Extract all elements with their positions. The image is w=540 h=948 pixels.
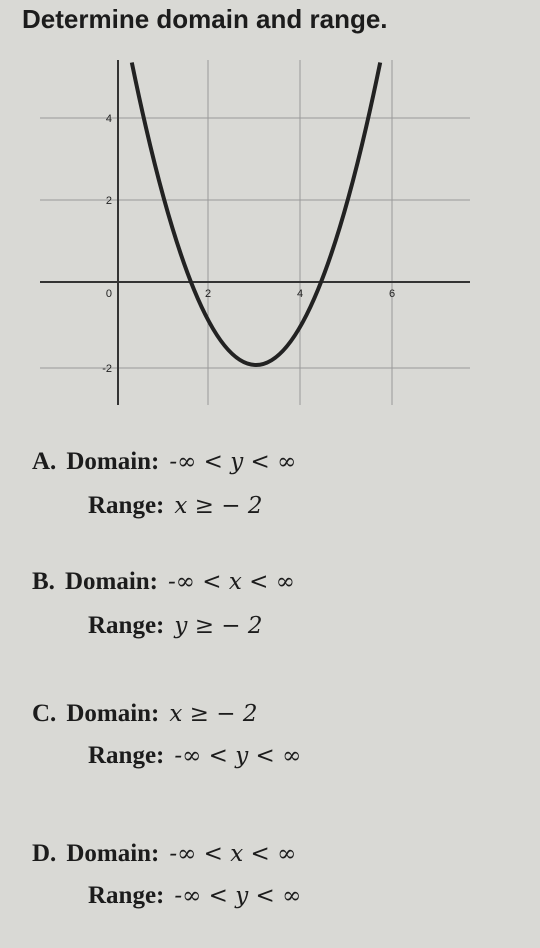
domain-line: B. Domain: -∞ < x < ∞ (32, 568, 305, 596)
option-letter: B. (32, 568, 55, 595)
domain-label: Domain: (64, 568, 158, 595)
range-label: Range: (88, 612, 165, 639)
range-line: Range: y ≥ − 2 (88, 612, 273, 640)
x-label: 4 (297, 288, 303, 300)
domain-label: Domain: (66, 840, 160, 867)
domain-label: Domain: (66, 448, 160, 475)
title: Determine domain and range. (22, 4, 388, 34)
domain-line: A. Domain: -∞ < y < ∞ (32, 448, 306, 476)
y-label: 4 (106, 113, 112, 125)
x-label: 2 (205, 288, 211, 300)
range-line: Range: -∞ < y < ∞ (88, 742, 311, 770)
y-label: -2 (102, 363, 112, 375)
option-letter: A. (32, 448, 57, 475)
domain-value: -∞ < x < ∞ (168, 569, 295, 595)
option-letter: D. (32, 840, 57, 867)
option-letter: C. (32, 700, 57, 727)
x-label: 6 (389, 288, 395, 300)
domain-value: -∞ < x < ∞ (169, 841, 297, 867)
range-line: Range: -∞ < y < ∞ (88, 882, 311, 910)
domain-line: D. Domain: -∞ < x < ∞ (32, 840, 306, 868)
domain-label: Domain: (66, 700, 160, 727)
range-line: Range: x ≥ − 2 (88, 492, 272, 520)
domain-value: -∞ < y < ∞ (169, 449, 297, 475)
range-value: -∞ < y < ∞ (174, 743, 302, 769)
range-value: y ≥ − 2 (174, 613, 263, 639)
domain-value: x ≥ − 2 (169, 701, 258, 727)
range-label: Range: (88, 492, 165, 519)
range-value: x ≥ − 2 (174, 493, 263, 519)
graph: 4 2 0 -2 2 4 6 (40, 60, 470, 405)
range-value: -∞ < y < ∞ (174, 883, 302, 909)
range-label: Range: (88, 882, 165, 909)
range-label: Range: (88, 742, 165, 769)
domain-line: C. Domain: x ≥ − 2 (32, 700, 267, 728)
y-label: 0 (106, 288, 112, 300)
y-label: 2 (106, 195, 112, 207)
